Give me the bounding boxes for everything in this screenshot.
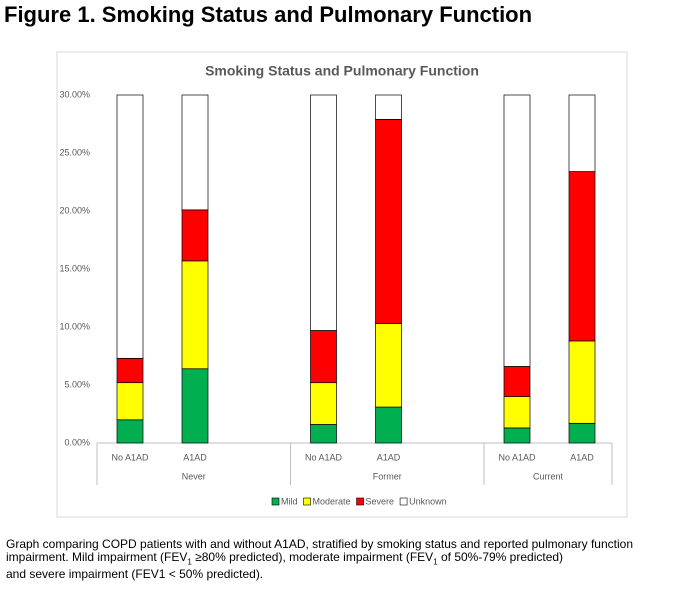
caption-text: < 50% predicted). [165,567,264,582]
bar-segment [116,382,144,421]
y-tick-label: 15.00% [59,263,90,273]
bar-segment [310,424,337,444]
bar-segment [310,330,337,384]
caption-text: 1 [158,567,166,582]
legend-label: Unknown [409,496,447,506]
bar-segment [181,209,209,262]
y-tick-label: 20.00% [59,205,90,215]
bar-segment [503,427,531,444]
x-tick-label: A1AD [570,452,594,462]
chart-title: Smoking Status and Pulmonary Function [205,63,479,79]
bar-segment [181,94,209,211]
chart: Smoking Status and Pulmonary Function 0.… [56,51,628,518]
bar-segment [568,94,596,172]
x-tick-label: A1AD [183,452,207,462]
x-tick-label: A1AD [377,452,401,462]
bar-segment [375,406,402,444]
legend-swatch [399,497,408,506]
bar-segment [116,94,144,359]
caption-text: Graph comparing COPD patients with and w… [6,537,633,564]
y-tick-label: 0.00% [64,437,90,447]
bar-segment [181,260,209,370]
chart-frame [56,51,628,518]
legend-swatch [303,497,311,506]
caption-text: ≥80% predicted), moderate impairment (FE… [191,550,434,564]
y-tick-label: 25.00% [59,147,90,157]
bar-segment [375,323,402,408]
legend-label: Moderate [313,496,351,506]
legend-label: Severe [366,496,395,506]
subscript: 1 [433,557,438,567]
figure-heading: Figure 1. Smoking Status and Pulmonary F… [4,2,533,27]
bar-segment [181,368,209,444]
bar-segment [568,422,596,444]
group-label: Former [373,471,402,481]
legend-swatch [271,497,280,506]
x-tick-label: No A1AD [305,452,343,462]
group-label: Never [182,471,206,481]
bar-segment [375,119,402,324]
x-tick-label: No A1AD [111,452,149,462]
group-label: Current [533,471,564,481]
bar-segment [568,340,596,424]
bar-segment [375,94,402,120]
y-tick-label: 10.00% [59,321,90,331]
caption: Graph comparing COPD patients with and w… [6,538,696,581]
bar-segment [310,382,337,425]
legend-label: Mild [281,496,298,506]
caption-text: of 50%-79% predicted) [437,550,564,564]
y-tick-label: 5.00% [64,379,90,389]
y-tick-label: 30.00% [59,89,90,99]
bar-segment [116,419,144,444]
legend-swatch [356,497,364,506]
bar-segment [310,94,337,331]
bar-segment [568,171,596,342]
caption-text: and severe impairment (FEV [6,567,159,582]
bar-segment [503,94,531,367]
x-tick-label: No A1AD [498,452,536,462]
bar-segment [116,357,144,384]
bar-segment [503,396,531,429]
subscript: 1 [187,557,192,567]
bar-segment [503,366,531,397]
